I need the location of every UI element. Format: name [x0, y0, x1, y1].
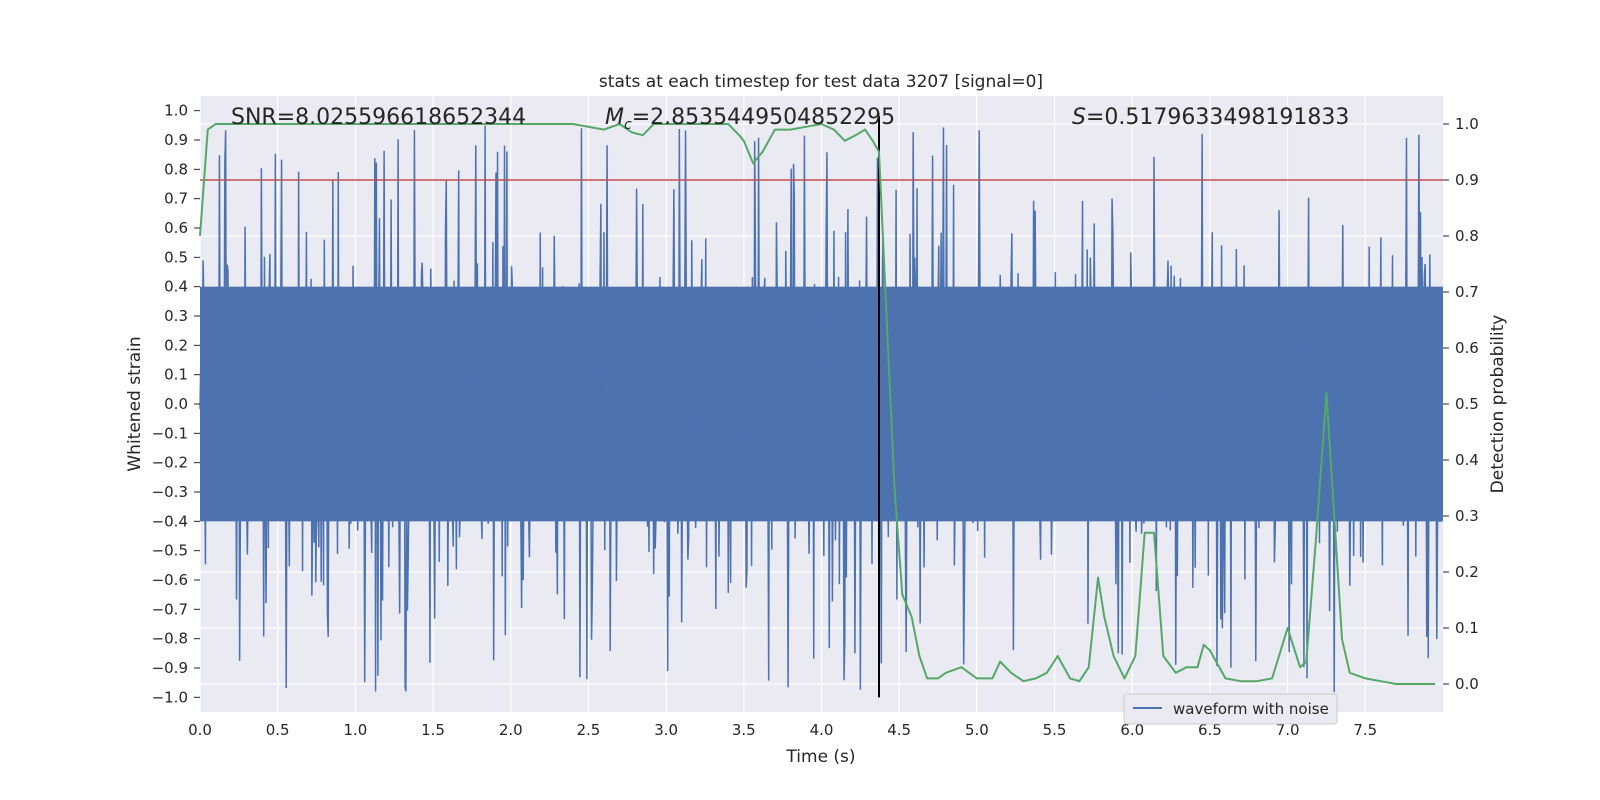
chirp-mass-value: =2.8535449504852295 — [632, 105, 895, 130]
y-left-tick-label: 0.3 — [164, 307, 188, 325]
y-left-tick-label: 0.7 — [164, 190, 188, 208]
y-right-tick-label: 0.1 — [1455, 619, 1479, 637]
waveform-series — [199, 125, 1443, 693]
x-tick-label: 2.5 — [577, 721, 601, 739]
x-tick-label: 3.0 — [654, 721, 678, 739]
x-axis-label: Time (s) — [785, 747, 855, 767]
x-tick-label: 6.0 — [1120, 721, 1144, 739]
y-left-tick-label: 0.1 — [164, 366, 188, 384]
legend-label: waveform with noise — [1173, 700, 1329, 718]
legend-box — [1123, 693, 1338, 725]
y-right-tick-label: 0.9 — [1455, 171, 1479, 189]
y-left-tick-label: −0.6 — [152, 571, 188, 589]
x-tick-label: 5.5 — [1043, 721, 1067, 739]
x-tick-label: 6.5 — [1198, 721, 1222, 739]
chirp-mass-symbol: M — [605, 105, 624, 130]
x-axis-ticks: 0.0 0.5 1.0 1.5 2.0 2.5 3.0 3.5 4.0 4.5 5.0 5.5 6.0 6… — [188, 721, 1377, 739]
x-tick-label: 1.5 — [421, 721, 445, 739]
s-value: =0.5179633498191833 — [1086, 105, 1349, 130]
y-right-tick-label: 0.7 — [1455, 283, 1479, 301]
y-left-tick-label: −0.4 — [152, 512, 188, 530]
y-left-tick-label: 1.0 — [164, 102, 188, 120]
y-left-tick-label: 0.0 — [164, 395, 188, 413]
y-left-tick-label: −0.5 — [152, 542, 188, 560]
y-left-tick-label: 0.9 — [164, 131, 188, 149]
chirp-mass-annotation: Mc=2.8535449504852295 — [605, 105, 895, 133]
y-right-axis-label: Detection probability — [1488, 315, 1508, 494]
y-right-axis-ticks: 1.0 0.9 0.8 0.7 0.6 0.5 0.4 0.3 0.2 0.1 0.0 — [1443, 115, 1479, 693]
x-tick-label: 3.5 — [732, 721, 756, 739]
x-tick-label: 0.5 — [266, 721, 290, 739]
x-tick-label: 0.0 — [188, 721, 212, 739]
y-left-tick-label: 0.8 — [164, 160, 188, 178]
y-right-tick-label: 0.3 — [1455, 507, 1479, 525]
x-tick-label: 5.0 — [965, 721, 989, 739]
y-right-tick-label: 0.6 — [1455, 339, 1479, 357]
x-tick-label: 2.0 — [499, 721, 523, 739]
x-tick-label: 7.5 — [1353, 721, 1377, 739]
y-left-tick-label: −0.7 — [152, 600, 188, 618]
s-symbol: S — [1072, 105, 1086, 130]
waveform-line — [199, 125, 1443, 693]
y-right-tick-label: 0.8 — [1455, 227, 1479, 245]
chart-title: stats at each timestep for test data 320… — [599, 72, 1043, 92]
chirp-mass-subscript: c — [624, 117, 632, 133]
y-left-tick-label: 0.5 — [164, 248, 188, 266]
legend: waveform with noise — [1123, 693, 1338, 725]
detection-probability-series — [199, 123, 1436, 685]
y-left-tick-label: 0.2 — [164, 336, 188, 354]
y-right-tick-label: 0.0 — [1455, 675, 1479, 693]
x-tick-label: 7.0 — [1276, 721, 1300, 739]
x-tick-label: 1.0 — [343, 721, 367, 739]
y-right-tick-label: 0.4 — [1455, 451, 1479, 469]
y-left-tick-label: −0.8 — [152, 630, 188, 648]
snr-annotation: SNR=8.025596618652344 — [231, 105, 526, 130]
y-left-tick-label: 0.4 — [164, 278, 188, 296]
s-annotation: S=0.5179633498191833 — [1072, 105, 1349, 130]
y-right-tick-label: 1.0 — [1455, 115, 1479, 133]
y-right-tick-label: 0.5 — [1455, 395, 1479, 413]
y-left-tick-label: −0.1 — [152, 424, 188, 442]
x-tick-label: 4.5 — [887, 721, 911, 739]
x-tick-label: 4.0 — [810, 721, 834, 739]
y-left-axis-ticks: 1.0 0.9 0.8 0.7 0.6 0.5 0.4 0.3 0.2 0.1 0.0 −0.1 −0.… — [152, 102, 200, 706]
y-left-tick-label: −1.0 — [152, 688, 188, 706]
y-right-tick-label: 0.2 — [1455, 563, 1479, 581]
y-left-tick-label: −0.3 — [152, 483, 188, 501]
y-left-tick-label: −0.9 — [152, 659, 188, 677]
y-left-axis-label: Whitened strain — [125, 336, 145, 471]
y-left-tick-label: 0.6 — [164, 219, 188, 237]
y-left-tick-label: −0.2 — [152, 454, 188, 472]
